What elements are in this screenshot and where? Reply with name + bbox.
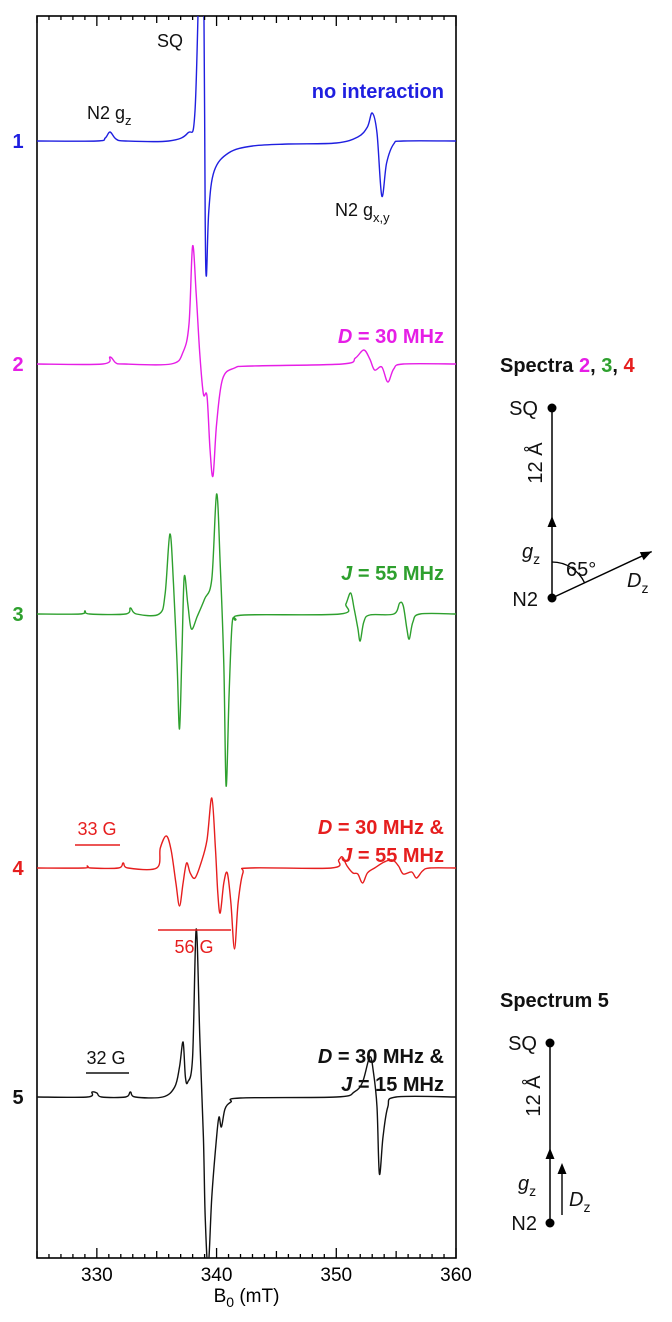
spectrum-trace-1 bbox=[37, 16, 456, 277]
gz-label: gz bbox=[518, 1173, 536, 1199]
spectrum-number-4: 4 bbox=[12, 858, 24, 880]
n2-dot bbox=[545, 1218, 555, 1228]
scheme-title: Spectra 2, 3, 4 bbox=[500, 355, 635, 377]
scale-bar-56g-label: 56 G bbox=[174, 937, 213, 957]
dz-label: Dz bbox=[569, 1189, 590, 1215]
plot-frame bbox=[36, 15, 457, 1259]
sq-dot bbox=[547, 403, 557, 413]
x-tick-label: 350 bbox=[320, 1265, 352, 1286]
series-labels: 1 no interaction 2 D = 30 MHz 3 J = 55 MHz 4 D … bbox=[12, 31, 444, 1109]
sq-dot bbox=[545, 1038, 555, 1048]
n2-label: N2 bbox=[512, 589, 538, 611]
spectrum-trace-5 bbox=[37, 928, 456, 1258]
x-tick-label: 360 bbox=[440, 1265, 472, 1286]
sq-peak-label: SQ bbox=[157, 31, 183, 51]
scheme-title: Spectrum 5 bbox=[500, 990, 609, 1012]
dz-vector bbox=[551, 550, 653, 599]
distance-label: 12 Å bbox=[522, 1075, 545, 1117]
spectrum-number-5: 5 bbox=[12, 1087, 23, 1109]
n2-label: N2 bbox=[511, 1213, 537, 1235]
dz-label: Dz bbox=[627, 570, 648, 596]
series-label-2: D = 30 MHz bbox=[338, 326, 444, 348]
spectrum-number-1: 1 bbox=[12, 131, 23, 153]
gz-arrowhead bbox=[547, 516, 557, 527]
gz-arrowhead bbox=[545, 1148, 555, 1159]
spectrum-number-3: 3 bbox=[12, 604, 23, 626]
series-label-4-line2: J = 55 MHz bbox=[341, 845, 444, 867]
n2-gz-peak-label: N2 gz bbox=[87, 103, 132, 128]
x-axis-label: B0 (mT) bbox=[214, 1286, 280, 1310]
x-axis: 330 340 350 360 bbox=[36, 16, 472, 1286]
distance-label: 12 Å bbox=[524, 442, 547, 484]
series-label-4: D = 30 MHz & bbox=[318, 817, 444, 839]
scale-bar-33g-label: 33 G bbox=[77, 819, 116, 839]
scale-bar-32g-label: 32 G bbox=[86, 1048, 125, 1068]
spectrum-number-2: 2 bbox=[12, 354, 23, 376]
dz-arrowhead bbox=[639, 551, 652, 561]
angle-arc bbox=[551, 561, 586, 584]
series-label-1: no interaction bbox=[312, 81, 444, 103]
x-tick-label: 340 bbox=[201, 1265, 233, 1286]
sq-label: SQ bbox=[509, 398, 538, 420]
spectra-plot: 1 no interaction 2 D = 30 MHz 3 J = 55 MHz 4 D … bbox=[12, 15, 472, 1310]
x-tick-label: 330 bbox=[81, 1265, 113, 1286]
n2-gxy-peak-label: N2 gx,y bbox=[335, 200, 390, 225]
series-label-3: J = 55 MHz bbox=[341, 563, 444, 585]
dz-arrowhead bbox=[557, 1163, 567, 1174]
sq-label: SQ bbox=[508, 1033, 537, 1055]
spectrum-trace-2 bbox=[37, 245, 456, 478]
angle-label: 65° bbox=[566, 559, 596, 581]
series-label-5: D = 30 MHz & bbox=[318, 1046, 444, 1068]
geometry-scheme-spectrum-5: Spectrum 5 SQ N2 12 Å gz Dz bbox=[500, 990, 609, 1235]
geometry-scheme-spectra-2-3-4: Spectra 2, 3, 4 SQ N2 12 Å gz 65° Dz bbox=[500, 355, 653, 611]
spectra-traces bbox=[37, 16, 456, 1258]
spectrum-trace-4 bbox=[37, 797, 456, 950]
series-label-5-line2: J = 15 MHz bbox=[341, 1074, 444, 1096]
spectrum-trace-3 bbox=[37, 493, 456, 787]
gz-label: gz bbox=[522, 541, 540, 567]
